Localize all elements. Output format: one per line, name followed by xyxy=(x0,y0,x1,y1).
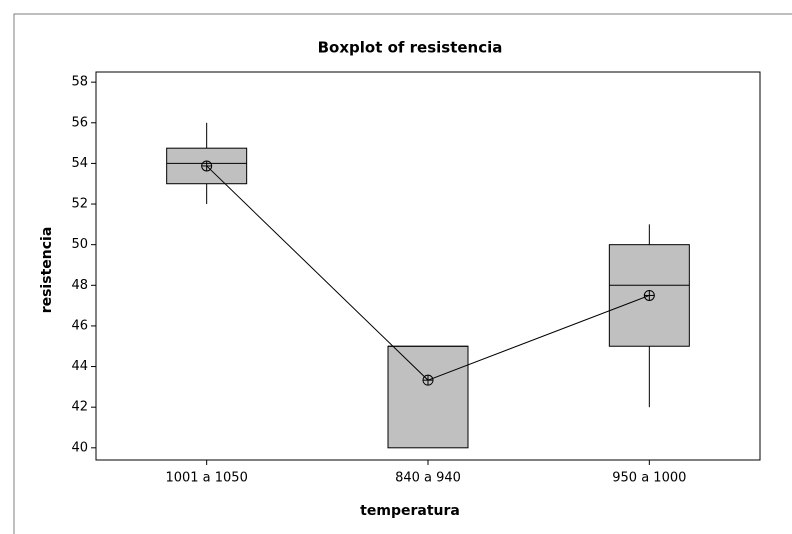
x-tick-label: 950 a 1000 xyxy=(612,471,686,486)
y-tick-label: 58 xyxy=(71,75,88,90)
y-tick-label: 54 xyxy=(71,156,88,171)
mean-symbol xyxy=(422,374,434,386)
y-tick-label: 56 xyxy=(71,115,88,130)
box xyxy=(166,147,248,185)
x-tick-label: 1001 a 1050 xyxy=(165,471,247,486)
y-tick-label: 42 xyxy=(71,400,88,415)
y-tick-label: 40 xyxy=(71,440,88,455)
box xyxy=(387,345,469,449)
mean-symbol xyxy=(643,289,655,301)
y-tick-label: 44 xyxy=(71,359,88,374)
y-tick-label: 48 xyxy=(71,278,88,293)
x-tick-label: 840 a 940 xyxy=(395,471,461,486)
x-axis-label: temperatura xyxy=(360,503,460,519)
y-axis-label: resistencia xyxy=(39,227,55,314)
y-tick-label: 46 xyxy=(71,318,88,333)
chart-title: Boxplot of resistencia xyxy=(318,39,503,57)
mean-symbol xyxy=(201,160,213,172)
y-tick-label: 50 xyxy=(71,237,88,252)
y-tick-label: 52 xyxy=(71,197,88,212)
